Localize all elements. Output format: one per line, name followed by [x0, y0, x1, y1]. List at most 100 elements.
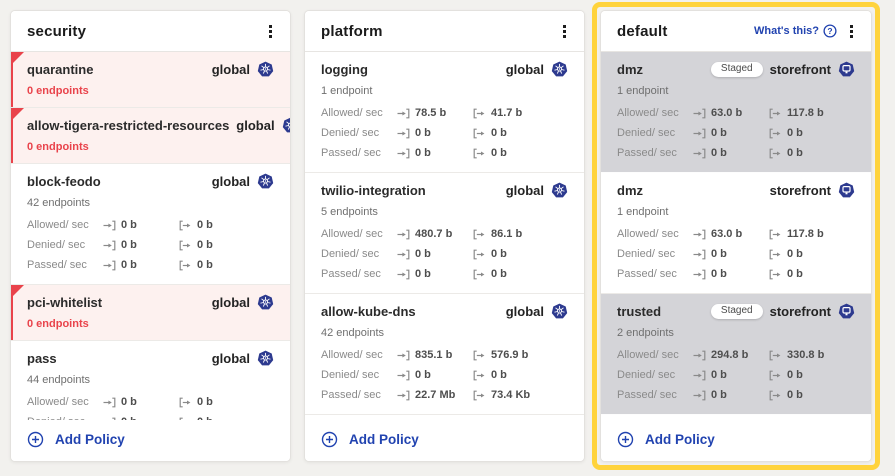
scope-label: global [211, 174, 250, 189]
stat-ingress-value: 0 b [397, 127, 473, 139]
policy-card[interactable]: dmz storefront 1 endpoint Allowed/ sec 63.0 … [601, 173, 871, 294]
ingress-icon [693, 108, 706, 118]
policy-card[interactable]: allow-tigera-restricted-resources global 0… [11, 108, 290, 164]
stat-egress-value: 330.8 b [769, 349, 824, 361]
ingress-icon [103, 260, 116, 270]
ingress-icon [103, 240, 116, 250]
stat-label: Allowed/ sec [321, 107, 383, 119]
stat-row: Allowed/ sec 480.7 b 86.1 b [321, 224, 568, 244]
kubernetes-global-icon [551, 303, 568, 320]
traffic-stats: Allowed/ sec 835.1 b 576.9 b Denied/ sec 0 b… [321, 345, 568, 405]
stat-egress-value: 0 b [179, 396, 213, 408]
egress-icon [769, 390, 781, 400]
policy-card[interactable]: trusted Staged storefront 2 endpoints Allowe… [601, 294, 871, 415]
policy-tier-column-default: default What's this?? dmz Staged storefront 1… [600, 10, 872, 462]
kubernetes-global-icon [257, 173, 274, 190]
endpoints-count: 1 endpoint [321, 85, 373, 97]
egress-icon [473, 390, 485, 400]
policy-card[interactable]: block-feodo global 42 endpoints Allowed/ se… [11, 164, 290, 285]
stat-ingress-value: 835.1 b [397, 349, 473, 361]
stat-label: Denied/ sec [617, 127, 676, 139]
ingress-icon [397, 370, 410, 380]
policy-name: twilio-integration [321, 183, 426, 198]
stat-ingress-value: 0 b [103, 396, 179, 408]
stat-label: Denied/ sec [27, 416, 103, 420]
egress-icon [179, 397, 191, 407]
whats-this-link[interactable]: What's this?? [754, 24, 837, 38]
egress-icon [769, 148, 781, 158]
ingress-icon [693, 390, 706, 400]
egress-icon [179, 260, 191, 270]
scope-label: global [211, 351, 250, 366]
policy-card[interactable]: trustedstorefront [601, 415, 871, 420]
policy-card[interactable]: logging global 1 endpoint Allowed/ sec 78.5 … [305, 52, 584, 173]
policy-name: pass [27, 351, 57, 366]
scope-label: storefront [769, 304, 831, 319]
kebab-menu-icon[interactable] [263, 20, 278, 43]
policy-card[interactable]: twilio-integration global 5 endpoints Allow… [305, 173, 584, 294]
policy-card[interactable]: dmz Staged storefront 1 endpoint Allowed/ se… [601, 52, 871, 173]
egress-icon [179, 220, 191, 230]
namespace-storefront-icon [838, 182, 855, 199]
endpoints-count: 42 endpoints [27, 197, 90, 209]
endpoints-count: 1 endpoint [617, 206, 669, 218]
ingress-icon [693, 269, 706, 279]
ingress-icon [693, 249, 706, 259]
endpoints-count: 0 endpoints [27, 318, 89, 330]
scope-label: global [505, 62, 544, 77]
kubernetes-global-icon [551, 61, 568, 78]
policy-name: block-feodo [27, 174, 101, 189]
stat-egress-value: 0 b [769, 268, 803, 280]
endpoints-count: 1 endpoint [617, 85, 669, 97]
ingress-icon [693, 148, 706, 158]
stat-egress-value: 73.4 Kb [473, 389, 530, 401]
stat-ingress-value: 0 b [693, 127, 769, 139]
egress-icon [769, 108, 781, 118]
stat-label: Denied/ sec [27, 239, 86, 251]
column-header: security [11, 11, 290, 52]
stat-label: Allowed/ sec [27, 219, 89, 231]
add-policy-button[interactable]: Add Policy [601, 420, 871, 461]
endpoints-count: 0 endpoints [27, 141, 89, 153]
traffic-stats: Allowed/ sec 294.8 b 330.8 b Denied/ sec 0 b… [617, 345, 855, 405]
policy-card[interactable]: quarantine global 0 endpoints [11, 52, 290, 108]
ingress-icon [397, 269, 410, 279]
scope-label: storefront [769, 183, 831, 198]
namespace-storefront-icon [838, 303, 855, 320]
stat-row: Allowed/ sec 294.8 b 330.8 b [617, 345, 855, 365]
namespace-storefront-icon [838, 61, 855, 78]
policy-name: dmz [617, 62, 643, 77]
add-policy-button[interactable]: Add Policy [11, 420, 290, 461]
stat-egress-value: 117.8 b [769, 107, 824, 119]
scope-label: storefront [769, 62, 831, 77]
ingress-icon [693, 350, 706, 360]
ingress-icon [103, 397, 116, 407]
staged-badge: Staged [710, 304, 763, 319]
egress-icon [473, 350, 485, 360]
add-policy-button[interactable]: Add Policy [305, 420, 584, 461]
stat-label: Denied/ sec [617, 369, 676, 381]
stat-label: Passed/ sec [321, 389, 381, 401]
policy-card[interactable]: allow-kube-dns global 42 endpoints Allowed/… [305, 294, 584, 415]
policy-card[interactable]: pci-whitelist global 0 endpoints [11, 285, 290, 341]
help-icon[interactable]: ? [823, 24, 837, 38]
add-policy-label: Add Policy [645, 432, 715, 447]
policy-card-list: dmz Staged storefront 1 endpoint Allowed/ se… [601, 52, 871, 420]
kebab-menu-icon[interactable] [557, 20, 572, 43]
stat-ingress-value: 0 b [693, 389, 769, 401]
kebab-menu-icon[interactable] [844, 20, 859, 43]
stat-egress-value: 0 b [473, 369, 507, 381]
stat-egress-value: 86.1 b [473, 228, 522, 240]
